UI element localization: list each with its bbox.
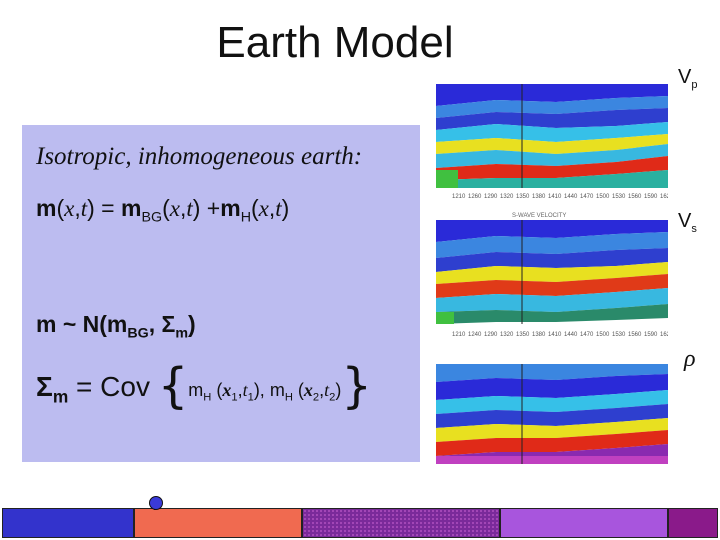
vs-label: Vs xyxy=(678,210,697,235)
footer-bar-5 xyxy=(668,508,718,538)
svg-text:1440: 1440 xyxy=(564,194,578,200)
equation-panel: Isotropic, inhomogeneous earth: m(x,t) =… xyxy=(22,125,420,462)
svg-text:1620: 1620 xyxy=(660,332,668,338)
model-distribution-equation: m ~ N(mBG, Σm) xyxy=(36,311,196,342)
svg-text:1320: 1320 xyxy=(500,194,514,200)
svg-text:1620: 1620 xyxy=(660,194,668,200)
footer-bar-2 xyxy=(134,508,302,538)
svg-text:1440: 1440 xyxy=(564,332,578,338)
vp-label: Vp xyxy=(678,66,698,91)
vs-caption: S-WAVE VELOCITY xyxy=(512,213,566,219)
footer-bar-1 xyxy=(2,508,134,538)
svg-text:1320: 1320 xyxy=(500,332,514,338)
vs-model-image: S-WAVE VELOCITY 1210 1240 1290 1320 1350… xyxy=(436,208,668,342)
svg-text:1380: 1380 xyxy=(532,332,546,338)
vp-model-image: 1210 1260 1290 1320 1350 1380 1410 1440 … xyxy=(436,84,668,202)
panel-heading: Isotropic, inhomogeneous earth: xyxy=(36,143,363,170)
svg-text:1260: 1260 xyxy=(468,194,482,200)
svg-text:1240: 1240 xyxy=(468,332,482,338)
page-title: Earth Model xyxy=(216,18,454,67)
left-brace: { xyxy=(157,358,189,414)
svg-text:1500: 1500 xyxy=(596,194,610,200)
svg-text:1410: 1410 xyxy=(548,194,562,200)
model-decomposition-equation: m(x,t) = mBG(x,t) +mH(x,t) xyxy=(36,195,290,226)
svg-text:1500: 1500 xyxy=(596,332,610,338)
svg-text:1470: 1470 xyxy=(580,332,594,338)
footer-marker-dot xyxy=(149,496,163,510)
svg-text:1410: 1410 xyxy=(548,332,562,338)
svg-text:1470: 1470 xyxy=(580,194,594,200)
density-label: ρ xyxy=(684,346,696,372)
svg-text:1210: 1210 xyxy=(452,194,466,200)
svg-text:1290: 1290 xyxy=(484,332,498,338)
right-brace: } xyxy=(341,358,372,414)
svg-text:1590: 1590 xyxy=(644,194,658,200)
svg-text:1380: 1380 xyxy=(532,194,546,200)
density-model-image xyxy=(436,348,668,476)
svg-text:1560: 1560 xyxy=(628,332,642,338)
svg-text:1290: 1290 xyxy=(484,194,498,200)
svg-text:1530: 1530 xyxy=(612,332,626,338)
svg-text:1350: 1350 xyxy=(516,194,530,200)
vp-axis-labels: 1210 1260 1290 1320 1350 1380 1410 1440 … xyxy=(452,194,668,200)
svg-text:1590: 1590 xyxy=(644,332,658,338)
svg-text:1350: 1350 xyxy=(516,332,530,338)
covariance-equation: Σm = Cov {mH (x1,t1), mH (x2,t2)} xyxy=(36,358,372,414)
svg-text:1560: 1560 xyxy=(628,194,642,200)
svg-text:1530: 1530 xyxy=(612,194,626,200)
svg-text:1210: 1210 xyxy=(452,332,466,338)
footer-bar-4 xyxy=(500,508,668,538)
footer-bar-3 xyxy=(302,508,500,538)
vs-axis-labels: 1210 1240 1290 1320 1350 1380 1410 1440 … xyxy=(452,332,668,338)
